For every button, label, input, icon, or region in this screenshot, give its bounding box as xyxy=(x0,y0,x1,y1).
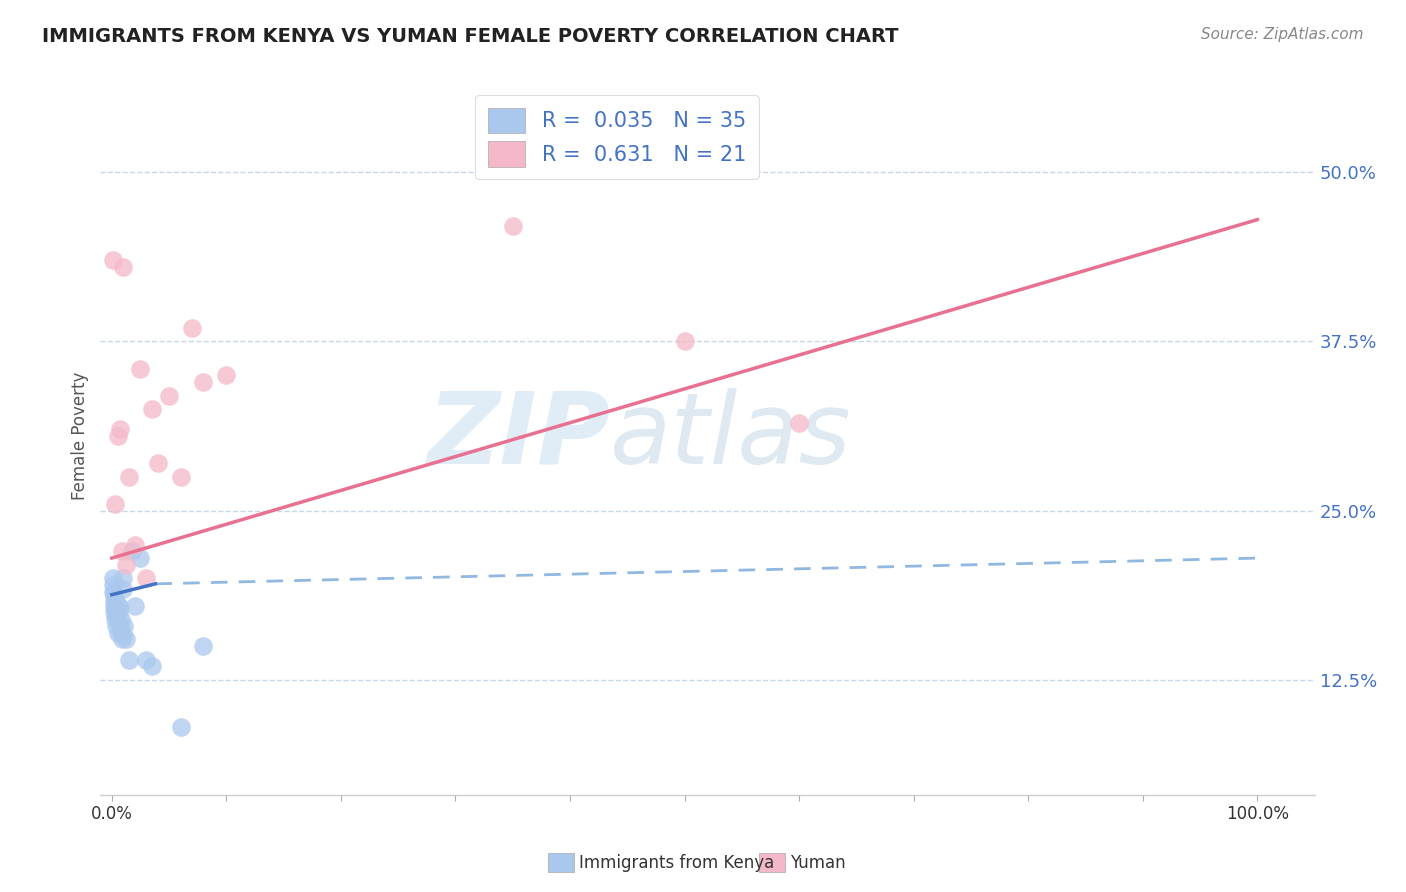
Point xyxy=(121,544,143,558)
Point xyxy=(104,591,127,606)
Point xyxy=(108,619,131,633)
Point xyxy=(787,416,810,430)
Point xyxy=(103,605,125,619)
Point xyxy=(673,334,696,349)
Point xyxy=(118,653,141,667)
Point xyxy=(101,585,124,599)
Text: ZIP: ZIP xyxy=(427,388,610,484)
Point xyxy=(118,470,141,484)
Point xyxy=(105,619,128,633)
Point xyxy=(141,659,163,673)
Point xyxy=(135,571,157,585)
Point xyxy=(101,571,124,585)
Point xyxy=(112,582,135,597)
Point xyxy=(107,429,129,443)
Point xyxy=(135,653,157,667)
Point xyxy=(193,375,215,389)
Point xyxy=(107,599,129,613)
Point xyxy=(110,612,132,626)
Point xyxy=(107,625,129,640)
Text: Yuman: Yuman xyxy=(790,854,846,871)
Point xyxy=(107,615,129,629)
Text: IMMIGRANTS FROM KENYA VS YUMAN FEMALE POVERTY CORRELATION CHART: IMMIGRANTS FROM KENYA VS YUMAN FEMALE PO… xyxy=(42,27,898,45)
Point xyxy=(103,599,125,613)
Point xyxy=(104,612,127,626)
Point xyxy=(108,601,131,615)
Point xyxy=(110,625,132,640)
Point xyxy=(124,599,146,613)
Point xyxy=(107,605,129,619)
Point xyxy=(104,497,127,511)
Point xyxy=(193,639,215,653)
Point xyxy=(104,601,127,615)
Text: atlas: atlas xyxy=(610,388,852,484)
Point xyxy=(215,368,238,383)
Legend: R =  0.035   N = 35, R =  0.631   N = 21: R = 0.035 N = 35, R = 0.631 N = 21 xyxy=(475,95,759,179)
Point xyxy=(112,571,135,585)
Point xyxy=(124,538,146,552)
Point xyxy=(111,544,134,558)
Y-axis label: Female Poverty: Female Poverty xyxy=(72,372,89,500)
Point xyxy=(169,720,191,734)
Point xyxy=(112,619,135,633)
Point xyxy=(103,594,125,608)
Point xyxy=(101,578,124,592)
Point xyxy=(112,260,135,274)
Point xyxy=(108,422,131,436)
Point xyxy=(146,456,169,470)
Point xyxy=(111,632,134,647)
Point xyxy=(105,609,128,624)
Point xyxy=(114,558,136,572)
Point xyxy=(141,402,163,417)
Text: Source: ZipAtlas.com: Source: ZipAtlas.com xyxy=(1201,27,1364,42)
Point xyxy=(169,470,191,484)
Point xyxy=(129,361,152,376)
Text: Immigrants from Kenya: Immigrants from Kenya xyxy=(579,854,775,871)
Point xyxy=(105,599,128,613)
Point xyxy=(101,253,124,268)
Point xyxy=(502,219,524,234)
Point xyxy=(103,588,125,602)
Point xyxy=(181,321,204,335)
Point xyxy=(114,632,136,647)
Point xyxy=(157,389,180,403)
Point xyxy=(112,628,135,642)
Point xyxy=(129,551,152,566)
